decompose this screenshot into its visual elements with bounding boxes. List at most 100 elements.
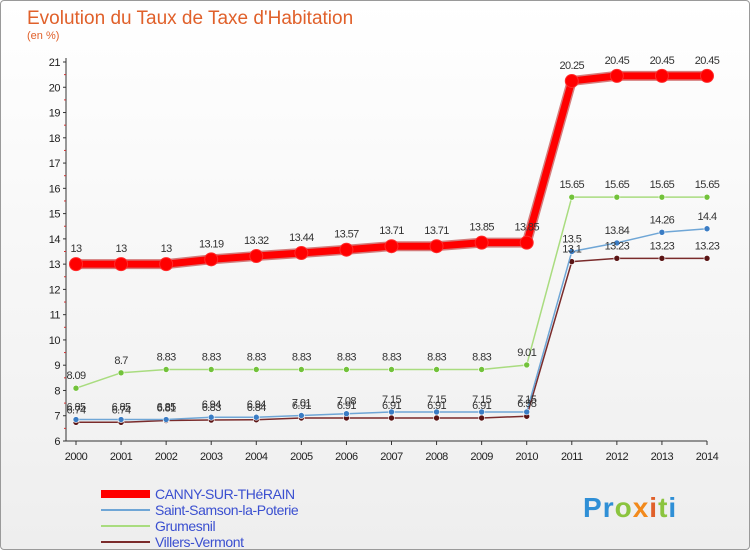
data-label: 8.83 — [427, 351, 446, 363]
data-point — [343, 366, 350, 373]
data-point — [700, 68, 714, 83]
data-point — [72, 416, 80, 423]
data-label: 9.01 — [517, 347, 536, 359]
data-label: 7.15 — [427, 394, 446, 406]
logo-letter: x — [633, 492, 650, 523]
data-point — [298, 412, 305, 419]
legend-label: Saint-Samson-la-Poterie — [155, 502, 299, 518]
x-tick-label: 2008 — [425, 451, 448, 463]
data-point — [339, 242, 354, 257]
data-point — [519, 235, 534, 250]
data-point — [658, 228, 666, 236]
y-tick-label: 16 — [49, 183, 61, 195]
data-label: 7.08 — [337, 396, 356, 408]
data-label: 13.1 — [562, 244, 581, 256]
x-tick-label: 2006 — [335, 451, 358, 463]
data-point — [609, 68, 624, 83]
data-point — [69, 257, 83, 272]
data-point — [654, 68, 669, 83]
legend-label: CANNY-SUR-THéRAIN — [155, 486, 295, 502]
x-tick-label: 2009 — [470, 451, 493, 463]
legend-label: Villers-Vermont — [155, 534, 244, 550]
x-tick-label: 2002 — [155, 451, 178, 463]
data-point — [114, 257, 129, 272]
y-tick-label: 12 — [49, 284, 61, 296]
data-label: 6.91 — [382, 400, 401, 412]
chart-subtitle: (en %) — [27, 30, 59, 42]
data-point — [613, 239, 621, 247]
data-label: 8.83 — [382, 351, 401, 363]
data-label: 20.45 — [695, 55, 720, 67]
data-label: 7.15 — [517, 394, 536, 406]
data-label: 14.4 — [697, 211, 716, 223]
x-tick-label: 2014 — [696, 451, 719, 463]
data-label: 20.45 — [605, 55, 630, 67]
data-point — [703, 193, 711, 201]
logo-letter: r — [603, 492, 615, 523]
y-tick-label: 8 — [54, 385, 60, 397]
data-point — [207, 413, 215, 421]
data-label: 13.23 — [650, 240, 675, 252]
data-point — [252, 366, 260, 373]
data-label: 6.91 — [292, 400, 311, 412]
data-label: 6.98 — [517, 398, 536, 410]
data-label: 13.5 — [562, 234, 581, 246]
data-point — [523, 361, 531, 369]
data-point — [658, 255, 666, 262]
data-label: 8.83 — [202, 351, 221, 363]
data-label: 13.32 — [244, 235, 269, 247]
data-point — [388, 408, 395, 416]
x-tick-label: 2005 — [290, 451, 313, 463]
data-label: 13.57 — [334, 229, 359, 241]
data-point — [343, 410, 350, 418]
data-label: 6.83 — [202, 402, 221, 414]
data-point — [478, 408, 485, 416]
data-label: 13.84 — [605, 225, 630, 237]
data-label: 13.23 — [695, 240, 720, 252]
data-point — [613, 193, 621, 201]
data-label: 13 — [161, 243, 173, 255]
data-label: 13.85 — [469, 222, 494, 234]
data-point — [162, 416, 170, 423]
data-label: 8.83 — [337, 351, 356, 363]
chart-title: Evolution du Taux de Taxe d'Habitation — [27, 8, 353, 29]
data-point — [703, 255, 711, 262]
series-line — [76, 228, 708, 421]
x-tick-label: 2007 — [380, 451, 403, 463]
data-label: 13.44 — [289, 232, 314, 244]
data-point — [433, 366, 440, 373]
data-point — [298, 366, 305, 373]
data-label: 8.83 — [157, 351, 176, 363]
logo-letter: t — [658, 492, 668, 523]
y-tick-label: 13 — [49, 259, 61, 271]
data-label: 13.23 — [605, 240, 630, 252]
data-point — [474, 235, 489, 250]
data-point — [384, 239, 399, 254]
data-label: 20.45 — [650, 55, 675, 67]
logo-letter: i — [668, 492, 677, 523]
data-labels: 6.74 6.74 6.81 6.83 6.84 6.91 6.91 6.91 6.91 6.91… — [66, 55, 720, 416]
data-label: 6.85 — [157, 402, 176, 414]
data-label: 6.91 — [472, 400, 491, 412]
data-label: 6.81 — [157, 403, 176, 415]
data-label: 7.01 — [292, 397, 311, 409]
x-tick-label: 2004 — [245, 451, 268, 463]
x-tick-label: 2011 — [561, 451, 583, 463]
data-label: 6.85 — [66, 402, 85, 414]
data-point — [523, 408, 531, 416]
data-point — [433, 414, 440, 422]
data-point — [117, 416, 125, 423]
y-tick-label: 10 — [49, 335, 61, 347]
data-label: 15.65 — [605, 179, 630, 191]
data-label: 13 — [70, 243, 82, 255]
data-point — [568, 193, 576, 201]
x-tick-label: 2013 — [651, 451, 674, 463]
data-label: 6.74 — [112, 404, 131, 416]
logo-letter: i — [649, 492, 658, 523]
data-label: 8.83 — [247, 351, 266, 363]
x-tick-label: 2000 — [65, 451, 88, 463]
data-point — [117, 369, 125, 377]
data-label: 15.65 — [695, 179, 720, 191]
data-point — [478, 366, 485, 373]
